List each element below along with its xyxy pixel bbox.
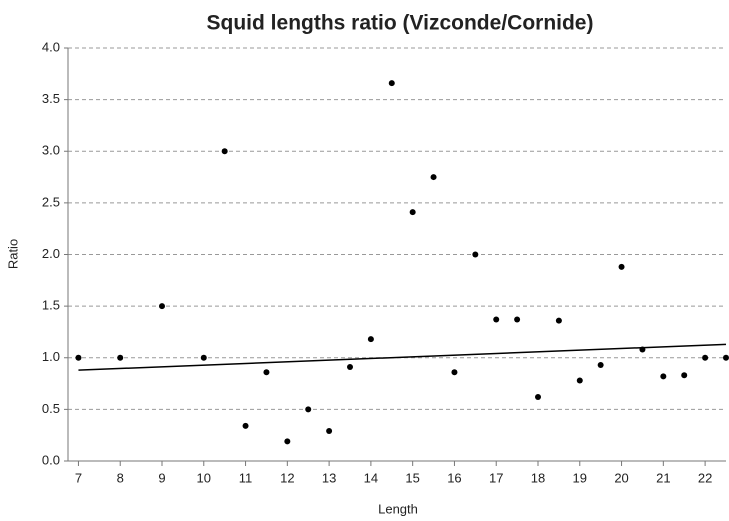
x-tick-label: 10 [197,470,211,485]
point [472,251,479,258]
x-tick-label: 22 [698,470,712,485]
point [555,317,562,324]
x-tick-label: 12 [280,470,294,485]
x-tick-label: 21 [656,470,670,485]
y-tick-label: 2.5 [42,194,60,209]
point [597,361,604,368]
point [493,316,500,323]
point [347,364,353,371]
y-axis-label: Ratio [5,239,20,269]
point [618,263,625,270]
point [681,372,688,379]
point [388,80,395,87]
y-tick-label: 4.0 [42,39,60,54]
point [576,377,583,384]
y-tick-label: 2.0 [42,246,60,261]
point [284,438,291,445]
chart-title: Squid lengths ratio (Vizconde/Cornide) [207,12,594,35]
point [159,303,165,310]
point [326,428,333,435]
point [430,174,437,181]
point [200,354,207,361]
point [702,354,709,361]
x-tick-label: 19 [573,470,587,485]
x-tick-label: 18 [531,470,545,485]
x-tick-label: 17 [489,470,503,485]
point [451,369,458,376]
y-tick-label: 0.0 [42,452,60,467]
point [263,369,270,376]
trend-line [78,343,727,371]
point [723,354,729,361]
x-axis-label: Length [378,501,418,516]
point [514,316,521,323]
point [409,209,416,216]
point [367,336,374,343]
point [660,373,667,380]
x-tick-label: 15 [405,470,419,485]
x-tick-label: 16 [447,470,461,485]
point [221,148,228,155]
point [242,422,249,429]
x-tick-label: 11 [239,470,253,485]
point [75,354,82,361]
x-tick-label: 14 [364,470,378,485]
y-tick-label: 3.5 [42,91,60,106]
y-tick-label: 0.5 [42,401,60,416]
x-tick-label: 9 [158,470,165,485]
x-tick-label: 7 [75,470,82,485]
point [639,346,646,353]
x-tick-label: 13 [322,470,336,485]
y-tick-label: 1.5 [42,298,60,313]
y-tick-label: 1.0 [42,349,60,364]
y-tick-label: 3.0 [42,143,60,158]
point [117,354,124,361]
x-tick-label: 20 [614,470,628,485]
point [535,393,541,400]
x-tick-label: 8 [117,470,124,485]
point [305,406,312,413]
